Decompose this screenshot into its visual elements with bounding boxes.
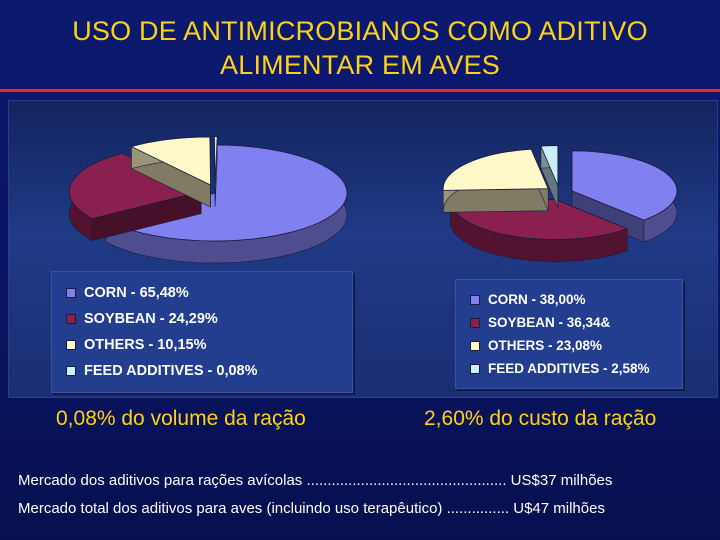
market-note-total: Mercado total dos aditivos para aves (in… — [18, 500, 605, 517]
legend-item: FEED ADDITIVES - 2,58% — [470, 359, 650, 379]
legend-volume: CORN - 65,48% SOYBEAN - 24,29% OTHERS - 10… — [51, 271, 353, 393]
legend-cost: CORN - 38,00% SOYBEAN - 36,34& OTHERS - 23… — [455, 279, 683, 389]
legend-item: CORN - 38,00% — [470, 290, 586, 310]
legend-label: SOYBEAN - 24,29% — [84, 311, 218, 327]
caption-cost: 2,60% do custo da ração — [424, 407, 657, 430]
pie0-slice2 — [130, 136, 211, 186]
legend-item: SOYBEAN - 24,29% — [66, 309, 218, 329]
pie1-slice2 — [442, 148, 549, 191]
legend-label: FEED ADDITIVES - 0,08% — [84, 363, 258, 379]
legend-swatch — [470, 317, 480, 328]
legend-swatch — [66, 340, 76, 350]
slide-title-line1: USO DE ANTIMICROBIANOS COMO ADITIVO — [72, 16, 648, 46]
pie0-slice1 — [68, 152, 203, 220]
pie1-slice0 — [571, 150, 678, 221]
pie1-slice3 — [540, 145, 559, 186]
caption-volume: 0,08% do volume da ração — [56, 407, 306, 430]
legend-swatch — [470, 294, 480, 305]
slide-title: USO DE ANTIMICROBIANOS COMO ADITIVO ALIM… — [0, 14, 720, 82]
legend-item: FEED ADDITIVES - 0,08% — [66, 361, 258, 381]
legend-item: SOYBEAN - 36,34& — [470, 313, 610, 333]
legend-label: CORN - 38,00% — [488, 292, 586, 307]
legend-swatch — [470, 340, 480, 351]
title-divider — [0, 89, 720, 92]
legend-swatch — [66, 366, 76, 376]
pie1-slice2-edge-start — [442, 188, 549, 213]
pie0-slice3 — [214, 136, 218, 185]
market-note-feed: Mercado dos aditivos para rações avícola… — [18, 472, 613, 489]
slide-title-line2: ALIMENTAR EM AVES — [220, 50, 500, 80]
charts-panel: CORN - 65,48% SOYBEAN - 24,29% OTHERS - 10… — [8, 100, 718, 398]
legend-label: FEED ADDITIVES - 2,58% — [488, 361, 650, 376]
legend-swatch — [66, 288, 76, 298]
legend-label: SOYBEAN - 36,34& — [488, 315, 611, 330]
legend-item: CORN - 65,48% — [66, 283, 189, 303]
legend-swatch — [66, 314, 76, 324]
pie-charts-svg — [68, 136, 678, 264]
legend-swatch — [470, 363, 480, 374]
legend-label: OTHERS - 23,08% — [488, 338, 603, 353]
legend-item: OTHERS - 10,15% — [66, 335, 207, 355]
legend-label: CORN - 65,48% — [84, 285, 189, 301]
legend-item: OTHERS - 23,08% — [470, 336, 602, 356]
legend-label: OTHERS - 10,15% — [84, 337, 207, 353]
